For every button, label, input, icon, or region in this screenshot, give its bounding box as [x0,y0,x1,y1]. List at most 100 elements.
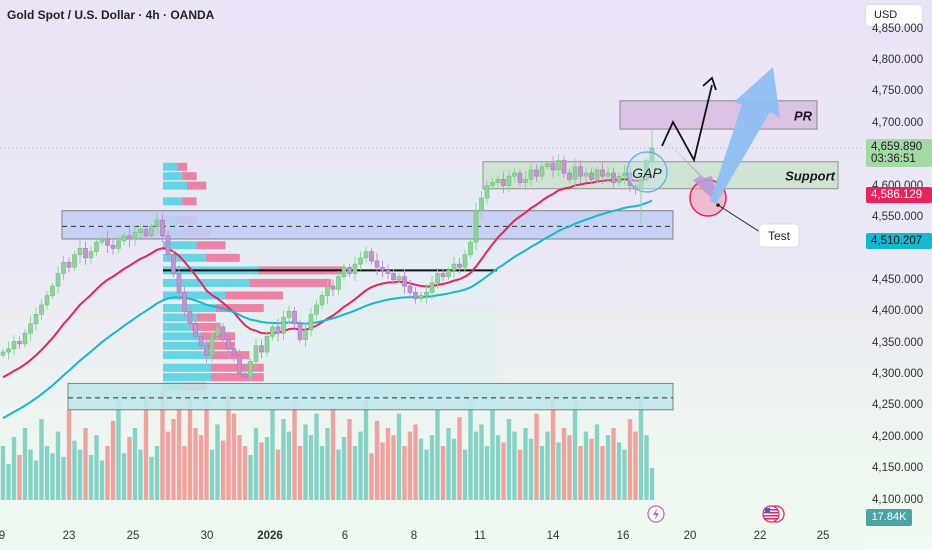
candle-body [435,273,440,284]
volume-bar [50,453,55,500]
volume-profile-up [163,253,207,262]
price-tick-label: 4,400.000 [872,305,924,318]
volume-bar [440,446,446,500]
gap-label: GAP [632,165,662,181]
volume-profile-up [163,241,197,250]
volume-profile-up [163,172,183,181]
volume-bar [154,446,160,500]
time-axis-bg [0,524,862,550]
candle-body [429,282,435,293]
candle-body [578,166,583,177]
candle-body [556,160,561,171]
candle-body [457,263,462,268]
candle-body [149,226,154,237]
volume-bar [116,395,121,500]
volume-bar [490,410,495,500]
volume-bar [457,417,462,500]
volume-bar [429,435,435,500]
price-tick-label: 4,700.000 [872,116,924,129]
volume-bar [83,428,88,500]
volume-profile-up [163,363,211,372]
chart-title: Gold Spot / U.S. Dollar · 4h · OANDA [7,8,215,22]
candle-body [402,276,407,287]
candle-body [330,285,336,290]
candle-body [138,229,143,233]
candle-body [171,254,176,274]
volume-bar [171,419,176,500]
volume-bar [451,438,457,500]
candle-body [44,295,50,306]
price-tick-label: 4,250.000 [872,399,924,412]
currency-button[interactable]: USD [866,5,922,26]
candle-body [275,326,281,334]
volume-profile-up [163,181,187,190]
candle-body [418,295,424,299]
candle-body [11,341,17,350]
volume-bar [473,431,479,500]
candle-body [226,339,231,350]
volume-bar [627,419,633,500]
volume-profile-up [163,341,207,350]
time-tick-label: 30 [200,530,214,542]
candle-body [33,314,39,325]
volume-bar [391,435,396,500]
volume-bar [292,401,297,500]
candle-body [495,179,501,183]
price-tick-label: 4,450.000 [872,273,924,286]
volume-bar [0,446,6,500]
candle-body [121,235,127,242]
price-tick-label: 4,200.000 [872,430,924,443]
candle-body [446,270,451,277]
candle-body [314,304,319,315]
candle-body [99,238,105,243]
candle-body [589,172,594,180]
candle-body [644,160,649,180]
candle-body [6,348,11,353]
volume-profile-up [163,197,183,206]
lower-range-zone [67,382,674,411]
us-flag-stripe [764,512,778,514]
candle-body [638,179,644,190]
candle-body [501,179,506,186]
volume-bar [561,428,567,500]
price-tick-label: 4,850.000 [872,22,924,35]
volume-bar [385,428,391,500]
candle-body [545,163,550,168]
volume-profile-up [163,373,211,382]
volume-profile-down [191,322,221,331]
volume-profile-down [182,172,197,181]
volume-bar [138,449,143,500]
volume-bar [545,431,550,500]
volume-bar [649,467,655,500]
candle-body [347,266,352,274]
time-tick-label: 25 [816,530,830,542]
candle-body [165,235,171,255]
volume-bar [121,453,127,500]
time-tick-label: 23 [62,530,76,542]
volume-bar [281,419,286,500]
bar-countdown: 03:36:51 [871,153,916,165]
candle-body [72,254,77,268]
support-label: Support [785,169,835,184]
pr-zone [619,100,818,130]
volume-bar [22,428,28,500]
candle-body [308,314,314,331]
candle-body [341,266,347,277]
candle-body [567,172,572,180]
candle-body [116,240,121,249]
candle-body [550,163,556,171]
candle-body [468,241,473,255]
volume-bar [341,437,347,500]
candle-body [528,169,534,180]
volume-bar [94,435,99,500]
price-tick-label: 4,750.000 [872,85,924,98]
candle-body [369,251,374,262]
candle-body [253,345,259,362]
candle-body [479,197,484,212]
volume-bar [17,455,22,500]
volume-bar [495,435,501,500]
candle-body [231,348,237,356]
volume-bar [220,440,226,500]
candle-body [649,147,655,161]
